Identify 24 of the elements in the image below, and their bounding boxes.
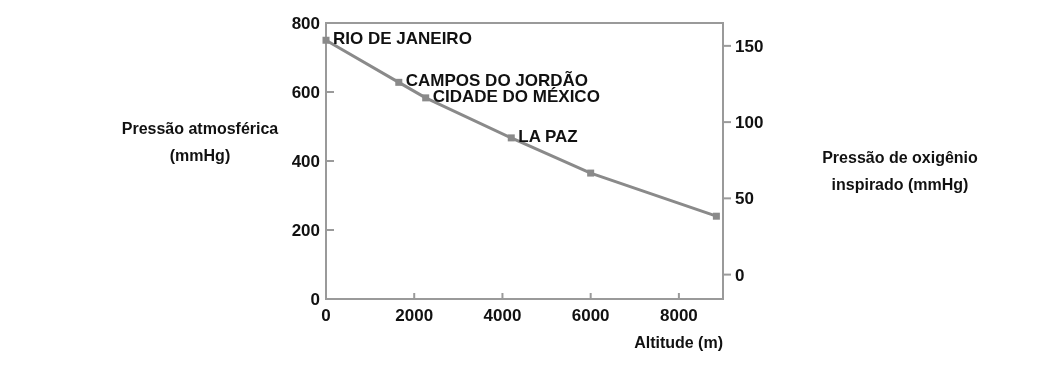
point <box>507 134 515 142</box>
x-tick-label: 6000 <box>571 306 610 325</box>
annotation: RIO DE JANEIRO <box>333 29 472 49</box>
point <box>587 169 595 177</box>
point <box>395 78 403 86</box>
point <box>422 94 430 102</box>
y-tick-label: 200 <box>291 221 320 240</box>
y2-tick-label: 100 <box>735 113 764 133</box>
y-tick-label: 0 <box>310 290 320 309</box>
annotation: LA PAZ <box>518 126 578 146</box>
point <box>712 212 720 220</box>
x-tick-label: 4000 <box>483 306 522 325</box>
x-axis-title: Altitude (m) <box>634 334 723 351</box>
point <box>322 36 330 44</box>
y2-tick-label: 50 <box>735 189 754 209</box>
y2-tick-label: 150 <box>735 36 764 56</box>
y-axis-title: Pressão atmosférica (mmHg) <box>121 120 279 164</box>
y-tick-label: 400 <box>291 152 320 171</box>
y2-tick-label: 0 <box>735 265 745 285</box>
x-tick-label: 8000 <box>659 306 698 325</box>
y-tick-label: 600 <box>291 83 320 102</box>
y-tick-label: 800 <box>291 14 320 33</box>
y2-axis-title: Pressão de oxigênio inspirado (mmHg) <box>822 149 979 193</box>
x-tick-label: 2000 <box>395 306 434 325</box>
